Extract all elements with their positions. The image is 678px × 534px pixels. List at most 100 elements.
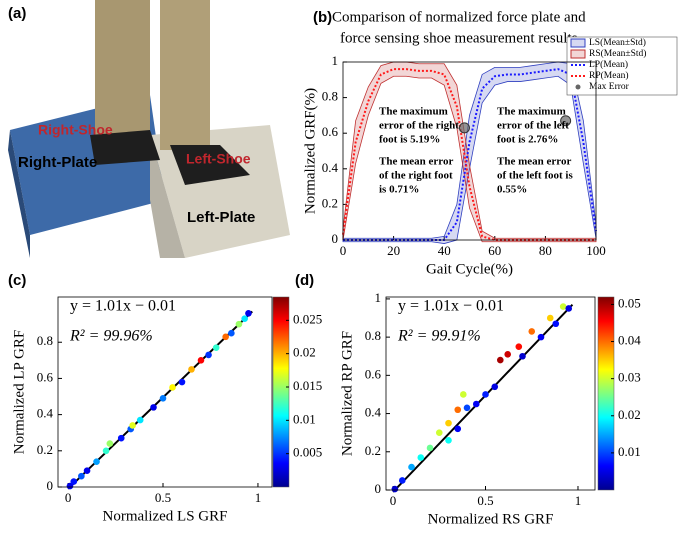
- point: [213, 344, 220, 351]
- colorbar-tick-label: 0.015: [293, 378, 322, 393]
- r-squared: R² = 99.91%: [397, 328, 481, 345]
- point: [504, 351, 511, 358]
- y-tick-label: 0.6: [365, 366, 382, 381]
- chart-title: Comparison of normalized force plate and: [332, 9, 586, 25]
- x-tick-label: 0: [65, 490, 72, 505]
- y-tick-label: 1: [375, 290, 382, 305]
- y-axis-label: Normalized GRF(%): [302, 88, 318, 214]
- annotation: is 0.71%: [379, 184, 419, 196]
- point: [160, 395, 167, 402]
- point: [565, 305, 572, 312]
- y-tick-label: 1: [332, 53, 339, 68]
- colorbar-tick-label: 0.025: [293, 311, 322, 326]
- legend-label: RS(Mean±Std): [589, 48, 646, 59]
- y-tick-label: 0.8: [365, 328, 381, 343]
- x-tick-label: 0: [390, 493, 397, 508]
- point: [78, 473, 85, 480]
- point: [445, 437, 452, 444]
- colorbar: [598, 297, 614, 490]
- point: [497, 357, 504, 364]
- panel-label: (d): [295, 272, 314, 289]
- equation: y = 1.01x − 0.01: [70, 298, 176, 315]
- left-shoe-label: Left-Shoe: [186, 151, 251, 167]
- x-tick-label: 1: [575, 493, 582, 508]
- point: [93, 458, 100, 465]
- point: [241, 315, 248, 322]
- y-tick-label: 0: [332, 231, 339, 246]
- colorbar-tick-label: 0.005: [293, 445, 322, 460]
- point: [417, 454, 424, 461]
- legend-swatch: [576, 85, 581, 90]
- legend-swatch: [571, 50, 585, 58]
- legend: LS(Mean±Std)RS(Mean±Std)LP(Mean)RP(Mean)…: [567, 37, 677, 95]
- y-tick-label: 0.8: [322, 89, 338, 104]
- y-axis-label: Normalized LP GRF: [11, 330, 27, 454]
- colorbar-tick-label: 0.03: [618, 370, 641, 385]
- annotation: error of the right: [379, 120, 459, 132]
- x-axis-label: Gait Cycle(%): [426, 261, 513, 277]
- plot-area: [386, 297, 595, 490]
- legend-label: Max Error: [589, 82, 630, 92]
- point: [107, 440, 114, 447]
- point: [205, 352, 212, 359]
- x-tick-label: 0.5: [155, 490, 171, 505]
- point: [179, 379, 186, 386]
- point: [118, 435, 125, 442]
- annotation: 0.55%: [497, 184, 527, 196]
- point: [436, 429, 443, 436]
- photo: (a) Right-Shoe Left-Shoe Right-Plate Lef…: [0, 0, 290, 258]
- legend-swatch: [571, 39, 585, 47]
- point: [473, 401, 480, 408]
- y-tick-label: 0.2: [365, 443, 381, 458]
- panel-label: (c): [8, 272, 26, 289]
- legend-label: LP(Mean): [589, 59, 628, 70]
- point: [70, 478, 77, 485]
- colorbar-tick-label: 0.01: [293, 411, 316, 426]
- point: [188, 366, 195, 373]
- y-tick-label: 0.8: [37, 333, 53, 348]
- point: [150, 404, 157, 411]
- y-tick-label: 0.6: [37, 369, 54, 384]
- y-tick-label: 0.2: [37, 442, 53, 457]
- legend-label: RP(Mean): [589, 70, 629, 81]
- chart-title: force sensing shoe measurement results: [340, 30, 578, 46]
- y-axis-label: Normalized RP GRF: [339, 331, 355, 456]
- point: [552, 320, 559, 327]
- x-tick-label: 0.5: [477, 493, 493, 508]
- y-tick-label: 0.2: [322, 195, 338, 210]
- r-squared: R² = 99.96%: [69, 328, 153, 345]
- right-shoe-label: Right-Shoe: [38, 122, 113, 138]
- annotation: The mean error: [497, 156, 571, 168]
- point: [519, 353, 526, 360]
- x-tick-label: 1: [255, 490, 262, 505]
- x-axis-label: Normalized RS GRF: [428, 511, 554, 527]
- panel-label: (a): [8, 5, 26, 22]
- point: [547, 315, 554, 322]
- x-tick-label: 100: [586, 243, 606, 258]
- x-tick-label: 40: [438, 243, 451, 258]
- annotation: The maximum: [497, 106, 566, 118]
- y-tick-label: 0.4: [322, 160, 339, 175]
- point: [528, 328, 535, 335]
- y-tick-label: 0.4: [37, 406, 54, 421]
- x-tick-label: 20: [387, 243, 400, 258]
- point: [129, 422, 136, 429]
- annotation: foot is 2.76%: [497, 134, 558, 146]
- figure: (a) Right-Shoe Left-Shoe Right-Plate Lef…: [0, 0, 678, 534]
- point: [103, 448, 110, 455]
- point: [515, 343, 522, 350]
- annotation: The mean error: [379, 156, 453, 168]
- y-tick-label: 0: [375, 481, 382, 496]
- point: [198, 357, 205, 364]
- right-plate-label: Right-Plate: [18, 154, 97, 171]
- point: [399, 477, 406, 484]
- colorbar: [273, 297, 289, 487]
- panel-label: (b): [313, 9, 332, 26]
- x-tick-label: 0: [340, 243, 347, 258]
- colorbar-tick-label: 0.02: [293, 345, 316, 360]
- legend-label: LS(Mean±Std): [589, 37, 646, 48]
- point: [454, 426, 461, 433]
- y-tick-label: 0.4: [365, 405, 382, 420]
- annotation: of the right foot: [379, 170, 453, 182]
- point: [538, 334, 545, 341]
